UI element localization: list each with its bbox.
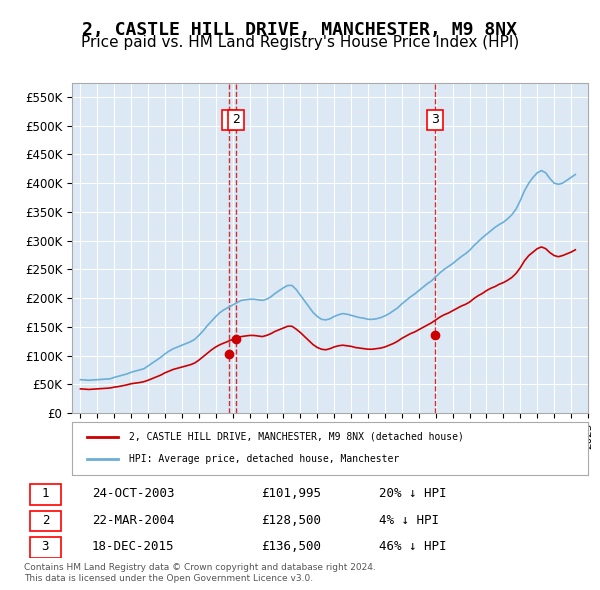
Text: 1: 1 (226, 113, 233, 126)
Text: 2: 2 (41, 514, 49, 527)
Text: 24-OCT-2003: 24-OCT-2003 (92, 487, 174, 500)
Text: 2, CASTLE HILL DRIVE, MANCHESTER, M9 8NX (detached house): 2, CASTLE HILL DRIVE, MANCHESTER, M9 8NX… (129, 432, 464, 442)
Text: 18-DEC-2015: 18-DEC-2015 (92, 540, 174, 553)
Text: 2, CASTLE HILL DRIVE, MANCHESTER, M9 8NX: 2, CASTLE HILL DRIVE, MANCHESTER, M9 8NX (83, 21, 517, 39)
Text: 22-MAR-2004: 22-MAR-2004 (92, 514, 174, 527)
Text: £128,500: £128,500 (261, 514, 321, 527)
Text: 4% ↓ HPI: 4% ↓ HPI (379, 514, 439, 527)
Text: 3: 3 (431, 113, 439, 126)
Text: HPI: Average price, detached house, Manchester: HPI: Average price, detached house, Manc… (129, 454, 399, 464)
FancyBboxPatch shape (29, 510, 61, 531)
Text: 20% ↓ HPI: 20% ↓ HPI (379, 487, 447, 500)
Text: 46% ↓ HPI: 46% ↓ HPI (379, 540, 447, 553)
Text: £101,995: £101,995 (261, 487, 321, 500)
Text: 2: 2 (232, 113, 240, 126)
Text: 1: 1 (41, 487, 49, 500)
Text: Contains HM Land Registry data © Crown copyright and database right 2024.
This d: Contains HM Land Registry data © Crown c… (24, 563, 376, 583)
FancyBboxPatch shape (29, 537, 61, 558)
Text: Price paid vs. HM Land Registry's House Price Index (HPI): Price paid vs. HM Land Registry's House … (81, 35, 519, 50)
FancyBboxPatch shape (29, 484, 61, 505)
Text: £136,500: £136,500 (261, 540, 321, 553)
Text: 3: 3 (41, 540, 49, 553)
